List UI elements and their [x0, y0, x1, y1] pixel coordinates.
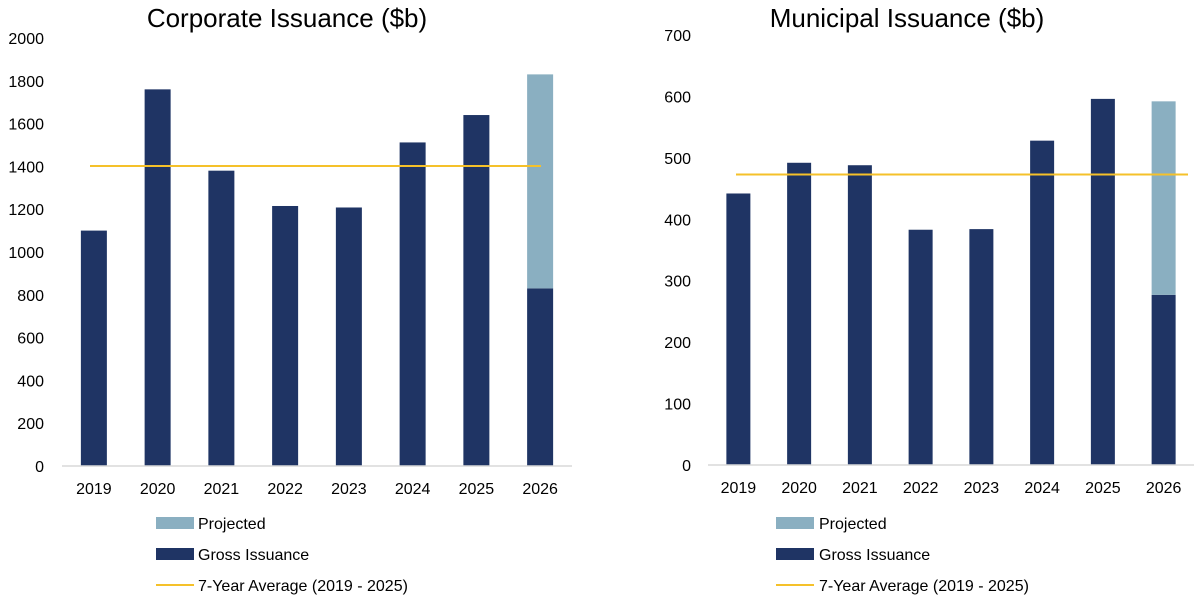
municipal-gross-bar-2020 — [787, 162, 812, 465]
corporate-legend-label: 7-Year Average (2019 - 2025) — [198, 578, 408, 595]
municipal-x-tick-label: 2025 — [1085, 480, 1121, 497]
municipal-legend-swatch-gross — [776, 548, 814, 560]
municipal-y-tick-label: 600 — [664, 89, 691, 106]
corporate-x-tick-label: 2024 — [395, 481, 431, 498]
corporate-gross-bar-2026 — [527, 288, 554, 466]
municipal-y-tick-label: 500 — [664, 151, 691, 168]
municipal-gross-bar-2021 — [847, 165, 872, 465]
corporate-x-tick-label: 2020 — [140, 481, 176, 498]
corporate-x-tick-label: 2026 — [522, 481, 558, 498]
municipal-x-tick-label: 2020 — [781, 480, 817, 497]
municipal-projected-bar-2026 — [1151, 101, 1176, 295]
corporate-y-tick-label: 200 — [17, 416, 44, 433]
corporate-legend-label: Projected — [198, 516, 266, 533]
municipal-gross-bar-2019 — [726, 193, 751, 465]
corporate-legend-swatch-gross — [156, 548, 194, 560]
corporate-legend-swatch-projected — [156, 517, 194, 529]
corporate-gross-bar-2019 — [80, 230, 107, 466]
municipal-gross-bar-2024 — [1030, 140, 1055, 465]
municipal-gross-bar-2025 — [1090, 98, 1115, 465]
corporate-gross-bar-2021 — [208, 170, 235, 466]
municipal-y-tick-label: 300 — [664, 274, 691, 291]
corporate-x-tick-label: 2025 — [459, 481, 495, 498]
municipal-x-tick-label: 2023 — [964, 480, 1000, 497]
municipal-x-tick-label: 2022 — [903, 480, 939, 497]
corporate-y-tick-label: 1000 — [8, 245, 44, 262]
corporate-y-tick-label: 800 — [17, 288, 44, 305]
municipal-y-tick-label: 200 — [664, 335, 691, 352]
corporate-gross-bar-2025 — [463, 115, 490, 466]
corporate-y-tick-label: 0 — [35, 459, 44, 476]
corporate-chart-svg: Corporate Issuance ($b) 0 200 400 600 800 1000… — [8, 3, 572, 595]
municipal-y-tick-label: 700 — [664, 28, 691, 45]
municipal-legend-label: Gross Issuance — [819, 547, 930, 564]
municipal-chart-svg: Municipal Issuance ($b) 0 100 200 300 400 500 6… — [664, 3, 1194, 595]
corporate-x-tick-label: 2022 — [267, 481, 303, 498]
corporate-legend-label: Gross Issuance — [198, 547, 309, 564]
municipal-y-tick-label: 100 — [664, 397, 691, 414]
municipal-issuance-chart: Municipal Issuance ($b) 0 100 200 300 400 500 6… — [600, 0, 1200, 600]
municipal-gross-bar-2026 — [1151, 294, 1176, 465]
corporate-x-tick-label: 2019 — [76, 481, 112, 498]
corporate-x-tick-label: 2023 — [331, 481, 367, 498]
corporate-y-tick-label: 600 — [17, 331, 44, 348]
municipal-legend-label: 7-Year Average (2019 - 2025) — [819, 578, 1029, 595]
corporate-projected-bar-2026 — [527, 74, 554, 289]
municipal-y-tick-label: 0 — [682, 458, 691, 475]
corporate-chart-title: Corporate Issuance ($b) — [147, 3, 427, 33]
corporate-y-tick-label: 1600 — [8, 117, 44, 134]
municipal-x-tick-label: 2024 — [1024, 480, 1060, 497]
corporate-issuance-chart: Corporate Issuance ($b) 0 200 400 600 800 1000… — [0, 0, 600, 600]
municipal-x-tick-label: 2021 — [842, 480, 878, 497]
corporate-y-tick-label: 400 — [17, 373, 44, 390]
municipal-y-tick-label: 400 — [664, 212, 691, 229]
municipal-x-tick-label: 2019 — [721, 480, 757, 497]
corporate-y-tick-label: 1200 — [8, 202, 44, 219]
municipal-gross-bar-2022 — [908, 229, 933, 465]
municipal-legend-label: Projected — [819, 516, 887, 533]
corporate-gross-bar-2024 — [399, 142, 426, 466]
corporate-y-tick-label: 1800 — [8, 74, 44, 91]
corporate-x-tick-label: 2021 — [204, 481, 240, 498]
municipal-legend-swatch-projected — [776, 517, 814, 529]
municipal-gross-bar-2023 — [969, 229, 994, 465]
corporate-y-tick-label: 2000 — [8, 31, 44, 48]
corporate-gross-bar-2020 — [144, 89, 171, 467]
corporate-gross-bar-2023 — [335, 207, 362, 466]
corporate-y-tick-label: 1400 — [8, 159, 44, 176]
municipal-x-tick-label: 2026 — [1146, 480, 1182, 497]
corporate-gross-bar-2022 — [272, 205, 299, 467]
municipal-chart-title: Municipal Issuance ($b) — [770, 3, 1045, 33]
